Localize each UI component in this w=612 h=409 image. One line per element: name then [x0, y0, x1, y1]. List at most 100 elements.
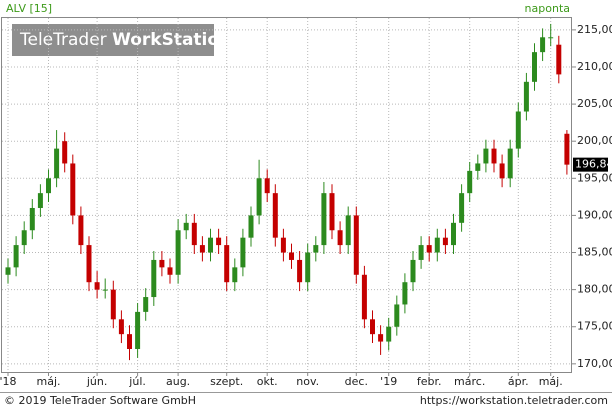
candle-body: [248, 215, 254, 238]
y-tick-label: 210,00: [577, 60, 612, 73]
candle-body: [475, 163, 481, 171]
x-tick-label: máj.: [36, 375, 60, 388]
x-tick-label: szept.: [210, 375, 243, 388]
candle-body: [410, 259, 416, 283]
candle-body: [451, 222, 456, 246]
x-tick-label: márc.: [454, 375, 485, 388]
candle-body: [483, 148, 489, 164]
interval-label: naponta: [525, 2, 570, 15]
watermark: TeleTrader WorkStation: [19, 30, 231, 50]
candle-body: [467, 170, 473, 194]
y-tick-label: 170,00: [577, 357, 612, 370]
candle-body: [167, 267, 173, 275]
y-tick-label: 175,00: [577, 320, 612, 333]
candle-body: [110, 289, 116, 320]
candle-body: [305, 252, 311, 283]
watermark-box: [12, 24, 214, 56]
y-tick-label: 195,00: [577, 171, 612, 184]
candle-body: [297, 259, 303, 283]
x-tick-label: máj.: [539, 375, 563, 388]
candle-body: [224, 245, 230, 283]
candle-body: [127, 334, 132, 349]
candle-body: [5, 267, 11, 275]
candle-body: [426, 245, 432, 253]
candle-body: [264, 178, 270, 194]
candle-body: [313, 245, 319, 253]
candle-body: [46, 178, 51, 194]
candle-body: [240, 237, 246, 268]
candle-body: [13, 245, 19, 268]
watermark-brand: TeleTrader: [19, 30, 107, 50]
candle-body: [329, 193, 335, 231]
last-value-box: [573, 157, 608, 172]
candle-body: [86, 245, 92, 283]
candle-body: [345, 215, 351, 246]
x-tick-label: dec.: [345, 375, 368, 388]
x-tick-label: febr.: [417, 375, 442, 388]
x-tick-label: '18: [0, 375, 17, 388]
candle-body: [442, 237, 448, 246]
candle-body: [118, 319, 124, 335]
candle-body: [21, 230, 27, 246]
candle-body: [523, 81, 529, 112]
candle-body: [183, 222, 189, 231]
candle-body: [491, 148, 497, 164]
candle-body: [515, 111, 521, 149]
x-tick-label: jún.: [86, 375, 108, 388]
candle-body: [507, 148, 513, 179]
candle-body: [143, 297, 149, 312]
candle-body: [434, 237, 440, 253]
candle-body: [175, 230, 181, 275]
candle-body: [532, 52, 537, 82]
y-tick-label: 190,00: [577, 208, 612, 221]
candle-body: [191, 222, 197, 246]
candle-body: [548, 37, 554, 39]
candle-body: [337, 230, 343, 246]
candle-body: [402, 282, 408, 305]
y-tick-label: 205,00: [577, 97, 612, 110]
footer-url: https://workstation.teletrader.com: [420, 394, 608, 407]
y-tick-label: 215,00: [577, 23, 612, 36]
candle-body: [70, 163, 76, 216]
candle-body: [94, 282, 100, 290]
y-tick-label: 185,00: [577, 246, 612, 259]
candle-body: [361, 274, 367, 320]
plot-frame: [1, 17, 572, 373]
y-tick-label: 200,00: [577, 134, 612, 147]
candle-body: [289, 252, 294, 260]
candle-body: [208, 237, 213, 253]
candle-body: [151, 259, 157, 298]
footer-copyright: © 2019 TeleTrader Software GmbH: [4, 394, 196, 407]
candle-body: [159, 259, 165, 268]
candle-body: [78, 215, 84, 246]
x-tick-label: ápr.: [508, 375, 529, 388]
candle-body: [232, 267, 238, 283]
watermark-product: WorkStation: [112, 30, 231, 50]
candle-body: [499, 163, 505, 179]
candle-body: [459, 193, 465, 223]
x-tick-label: okt.: [257, 375, 278, 388]
candle-body: [135, 311, 141, 349]
candle-body: [216, 237, 222, 246]
candle-body: [102, 289, 108, 291]
candle-body: [321, 193, 327, 246]
candle-body: [199, 245, 205, 253]
candle-body: [386, 326, 392, 342]
candle-body: [370, 319, 375, 335]
x-tick-label: aug.: [166, 375, 190, 388]
x-tick-label: '19: [380, 375, 397, 388]
last-value-label: 196,84: [575, 158, 612, 171]
candle-body: [280, 237, 286, 253]
candle-body: [37, 193, 43, 208]
candle-body: [256, 178, 262, 216]
candle-body: [394, 304, 400, 327]
x-tick-label: nov.: [296, 375, 319, 388]
candle-body: [556, 44, 562, 75]
candle-body: [54, 148, 60, 179]
candle-body: [378, 334, 384, 342]
candle-body: [62, 141, 68, 164]
chart-title: ALV [15]: [6, 2, 52, 15]
y-tick-label: 180,00: [577, 283, 612, 296]
candle-body: [29, 207, 35, 231]
